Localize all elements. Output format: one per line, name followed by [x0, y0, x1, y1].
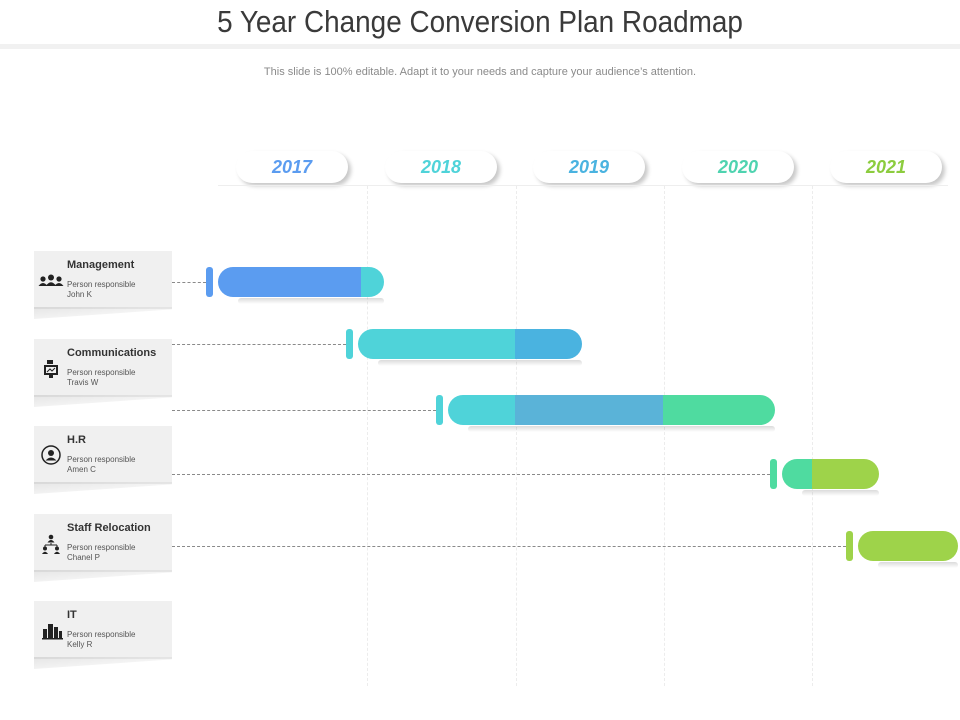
bar-segment	[782, 459, 812, 489]
column-guide	[664, 186, 665, 686]
responsible-person: Travis W	[67, 378, 99, 387]
bar-shadow	[878, 562, 958, 568]
presentation-icon	[44, 360, 58, 378]
start-marker	[345, 329, 353, 359]
page-title: 5 Year Change Conversion Plan Roadmap	[217, 4, 743, 39]
year-pill-2018: 2018	[385, 151, 497, 183]
bar-segment	[448, 395, 515, 425]
page-subtitle: This slide is 100% editable. Adapt it to…	[263, 66, 697, 78]
start-marker	[436, 395, 444, 425]
bar-segment	[663, 395, 775, 425]
responsible-label: Person responsible	[67, 280, 136, 289]
bar-segment	[360, 267, 385, 297]
year-pill-2017: 2017	[236, 151, 348, 183]
year-pill-2020: 2020	[682, 151, 794, 183]
year-label: 2021	[865, 156, 907, 177]
bar-segment	[218, 267, 361, 297]
timeline-bar	[448, 395, 775, 425]
year-label: 2020	[717, 156, 759, 177]
server-icon	[42, 624, 63, 640]
bar-segment	[514, 395, 664, 425]
dept-card-management: Management Person responsible John K	[34, 251, 172, 309]
year-label: 2017	[271, 156, 313, 177]
header-divider	[218, 185, 948, 186]
hierarchy-icon	[42, 534, 60, 554]
year-pill-2019: 2019	[533, 151, 645, 183]
team-icon	[38, 274, 64, 286]
dept-name: H.R	[67, 434, 86, 446]
user-circle-icon	[41, 445, 61, 465]
responsible-label: Person responsible	[67, 368, 136, 377]
bar-shadow	[377, 360, 582, 366]
start-marker	[846, 531, 854, 561]
dept-card-hr: H.R Person responsible Amen C	[34, 426, 172, 484]
responsible-label: Person responsible	[67, 543, 136, 552]
responsible-person: Chanel P	[67, 553, 100, 562]
responsible-label: Person responsible	[67, 630, 136, 639]
year-pill-2021: 2021	[830, 151, 942, 183]
title-divider	[0, 44, 960, 49]
bar-segment	[357, 329, 515, 359]
start-marker	[206, 267, 213, 297]
responsible-person: Amen C	[67, 465, 96, 474]
column-guide	[367, 186, 368, 686]
year-label: 2019	[568, 156, 610, 177]
bar-segment	[858, 531, 958, 561]
responsible-label: Person responsible	[67, 455, 136, 464]
column-guide	[812, 186, 813, 686]
row-connector	[172, 546, 847, 547]
row-connector	[172, 282, 206, 283]
bar-segment	[811, 459, 879, 489]
bar-segment	[514, 329, 582, 359]
bar-shadow	[468, 426, 775, 432]
row-connector	[172, 474, 771, 475]
bar-shadow	[802, 490, 879, 496]
dept-name: Staff Relocation	[67, 522, 151, 534]
timeline-bar	[218, 267, 385, 297]
dept-name: Management	[67, 259, 135, 271]
dept-card-communications: Communications Person responsible Travis…	[34, 339, 172, 397]
dept-card-it: IT Person responsible Kelly R	[34, 601, 172, 659]
column-guide	[516, 186, 517, 686]
timeline-bar	[858, 531, 958, 561]
responsible-person: Kelly R	[67, 640, 93, 649]
year-label: 2018	[420, 156, 462, 177]
row-connector	[172, 344, 346, 345]
row-connector	[172, 410, 437, 411]
dept-card-staff-relocation: Staff Relocation Person responsible Chan…	[34, 514, 172, 572]
timeline-bar	[357, 329, 582, 359]
start-marker	[770, 459, 778, 489]
bar-shadow	[238, 298, 385, 304]
dept-name: Communications	[67, 347, 157, 359]
timeline-bar	[782, 459, 879, 489]
responsible-person: John K	[67, 290, 92, 299]
dept-name: IT	[67, 609, 77, 621]
